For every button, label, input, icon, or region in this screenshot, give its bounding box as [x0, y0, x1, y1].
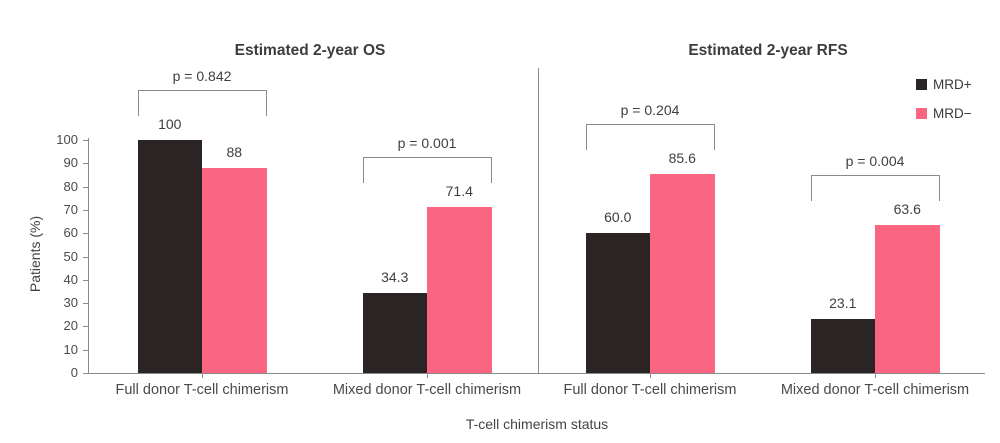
y-tick-label: 10 [63, 341, 78, 357]
significance-bracket [585, 123, 715, 150]
y-tick [83, 303, 88, 305]
y-tick-label: 70 [63, 201, 78, 217]
y-tick [83, 279, 88, 281]
legend-swatch [916, 78, 927, 90]
significance-bracket [362, 156, 492, 183]
y-tick [83, 140, 88, 141]
bar-value-label: 60.0 [604, 209, 632, 226]
y-tick-label: 0 [70, 365, 78, 380]
p-value-label: p = 0.204 [620, 101, 680, 118]
category-label: Full donor T-cell chimerism [115, 382, 289, 398]
bar-mrd-minus [202, 167, 267, 373]
x-axis-label: T-cell chimerism status [465, 416, 609, 432]
panel-title-rfs: Estimated 2-year RFS [688, 42, 848, 59]
y-tick-label: 20 [63, 318, 78, 334]
y-tick [83, 209, 88, 211]
legend-swatch [916, 107, 927, 119]
bar-mrd-plus [137, 140, 202, 373]
category-label: Mixed donor T-cell chimerism [332, 382, 522, 398]
legend-label: MRD+ [933, 76, 972, 92]
panel-divider [538, 68, 539, 373]
legend: MRD+ MRD− [916, 76, 972, 121]
p-value-label: p = 0.004 [845, 152, 905, 169]
bar-mrd-plus [362, 293, 427, 373]
bar-value-label: 23.1 [829, 295, 857, 312]
bar-mrd-minus [650, 173, 715, 373]
category-label: Mixed donor T-cell chimerism [780, 382, 970, 398]
x-tick [427, 373, 428, 378]
y-tick [83, 163, 88, 165]
category-label: Full donor T-cell chimerism [563, 382, 737, 398]
bar-value-label: 71.4 [445, 182, 473, 199]
bar-value-label: 34.3 [381, 269, 409, 286]
significance-bracket [137, 90, 267, 116]
y-tick [83, 326, 88, 328]
legend-item-mrd-plus: MRD+ [916, 76, 972, 92]
p-value-label: p = 0.001 [397, 134, 457, 151]
significance-bracket [810, 174, 940, 201]
y-axis-line [88, 138, 89, 373]
legend-item-mrd-minus: MRD− [916, 105, 972, 121]
bar-mrd-plus [810, 319, 875, 373]
x-tick [202, 373, 203, 378]
x-tick [875, 373, 876, 378]
y-tick-label: 80 [63, 178, 78, 194]
bar-mrd-minus [875, 224, 940, 373]
x-tick [650, 373, 651, 378]
x-axis-line [88, 373, 985, 374]
y-tick-label: 40 [63, 271, 78, 287]
y-tick-label: 60 [63, 225, 78, 241]
y-tick [83, 349, 88, 351]
bar-value-label: 85.6 [668, 149, 696, 166]
y-tick [83, 186, 88, 188]
y-tick [83, 233, 88, 235]
bar-mrd-plus [585, 233, 650, 373]
bar-value-label: 100 [158, 116, 182, 132]
y-tick-label: 90 [63, 155, 78, 171]
bar-mrd-minus [427, 206, 492, 373]
p-value-label: p = 0.842 [172, 68, 232, 84]
bar-value-label: 63.6 [893, 200, 921, 217]
bar-value-label: 88 [226, 143, 243, 160]
y-tick-label: 50 [63, 248, 78, 264]
y-tick-label: 100 [56, 132, 78, 147]
panel-title-os: Estimated 2-year OS [234, 42, 386, 59]
y-tick [83, 256, 88, 258]
y-tick-label: 30 [63, 295, 78, 311]
y-tick [83, 373, 88, 374]
legend-label: MRD− [933, 105, 972, 121]
